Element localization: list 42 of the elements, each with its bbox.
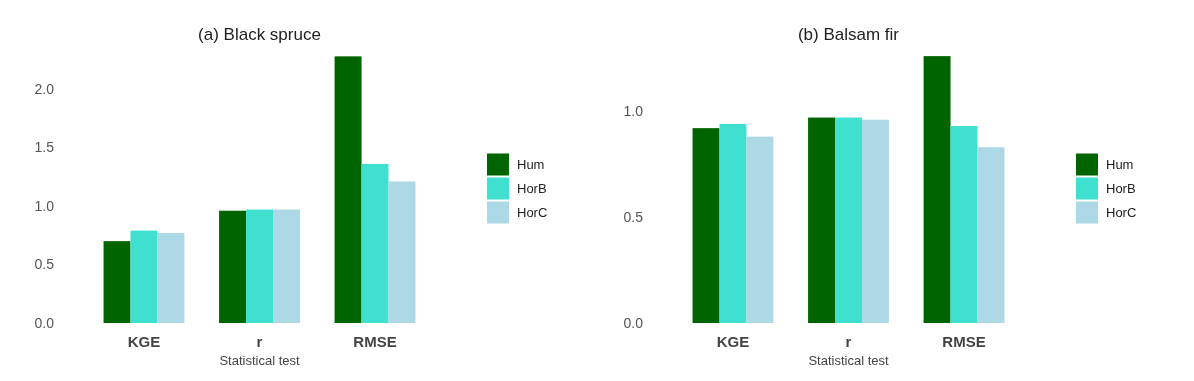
bar [923,56,951,323]
legend-label: HorC [1106,205,1137,221]
bar [157,232,185,323]
x-axis-title: Statistical test [808,353,889,368]
bar [272,209,300,323]
y-tick-label: 0.5 [34,256,55,273]
bar [130,230,158,323]
legend-label: HorB [517,181,547,197]
legend-label: HorC [517,205,548,221]
bar [219,210,247,323]
bar [808,117,836,323]
y-tick-label: 0.5 [623,208,644,225]
bar [950,126,978,323]
legend-label: HorB [1106,181,1136,197]
x-tick-label: RMSE [942,333,986,350]
y-tick-label: 1.0 [623,103,644,120]
x-tick-label: RMSE [353,333,397,350]
bar [977,147,1005,323]
bar [861,119,889,323]
bar [746,136,774,323]
chart-title: (b) Balsam fir [797,25,900,44]
bar [246,209,273,323]
legend-label: Hum [1106,157,1134,173]
y-tick-label: 2.0 [34,80,55,97]
y-tick-label: 1.0 [34,197,55,214]
bar [692,128,720,323]
bar [334,56,362,323]
x-tick-label: KGE [716,333,750,350]
x-tick-label: r [256,333,263,350]
y-tick-label: 0.0 [623,314,644,331]
x-axis-title: Statistical test [219,353,300,368]
legend-label: Hum [517,157,545,173]
chart-title: (a) Black spruce [198,25,321,44]
bar [361,163,389,323]
bar [103,241,131,323]
x-tick-label: r [845,333,852,350]
bar [388,181,416,323]
bar [719,123,747,323]
y-tick-label: 0.0 [34,314,55,331]
x-tick-label: KGE [127,333,161,350]
y-tick-label: 1.5 [34,139,55,156]
bar [835,117,862,323]
